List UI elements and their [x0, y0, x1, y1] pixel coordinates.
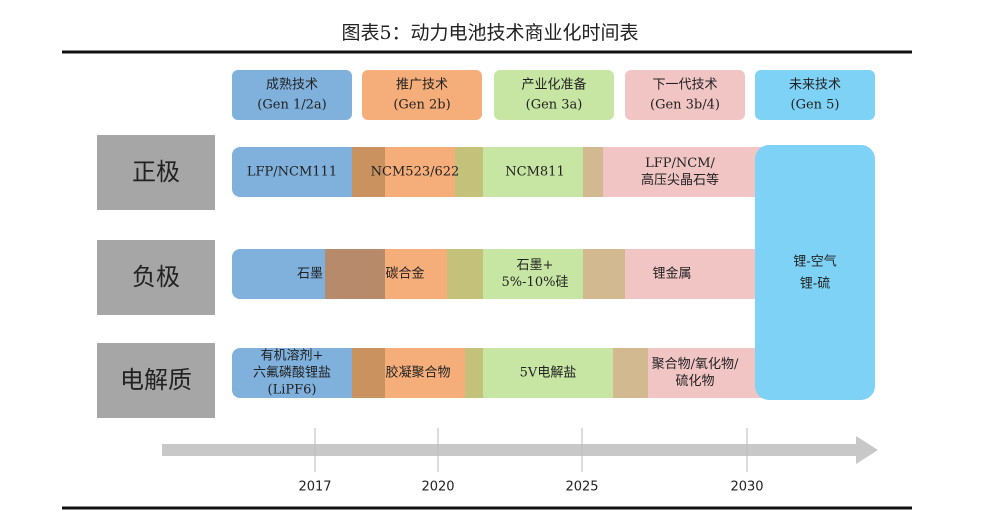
row-label: 电解质 [120, 366, 192, 394]
stage-name: 下一代技术 [652, 78, 717, 93]
cell-text: 高压尖晶石等 [641, 172, 719, 188]
stage-name: 成熟技术 [266, 77, 318, 93]
cell-text: (LiPF6) [268, 383, 317, 398]
cell-text: NCM523/622 [371, 165, 460, 180]
row-bar [232, 348, 770, 398]
bar-segment [483, 249, 583, 299]
stage-gen: (Gen 3b/4) [650, 98, 720, 113]
bar-segment [325, 249, 385, 299]
stage-box [755, 70, 875, 120]
bar-segment [385, 249, 447, 299]
stage-gen: (Gen 2b) [393, 98, 450, 113]
bar-segment [465, 348, 483, 398]
bar-segment [483, 147, 583, 197]
year-label: 2017 [298, 480, 331, 495]
stage-name: 推广技术 [396, 78, 448, 93]
future-tech: 锂-空气 [793, 254, 836, 270]
row-label-box [97, 343, 215, 418]
stage-gen: (Gen 5) [791, 98, 840, 113]
year-label: 2025 [565, 480, 598, 495]
cell-text: 石墨+ [517, 258, 554, 273]
stage-box [494, 70, 614, 120]
row-label: 负极 [132, 263, 180, 291]
stage-box [232, 70, 352, 120]
cell-text: 5V电解盐 [520, 366, 577, 381]
row-label: 正极 [132, 158, 180, 186]
cell-text: LFP/NCM111 [247, 165, 337, 180]
bar-segment [352, 147, 385, 197]
timeline-arrowhead [856, 436, 878, 464]
cell-text: LFP/NCM/ [645, 156, 715, 171]
cell-text: 碳合金 [385, 266, 424, 282]
bar-segment [483, 348, 613, 398]
bar-segment [583, 249, 625, 299]
cell-text: 六氟磷酸锂盐 [253, 366, 331, 381]
bar-segment [385, 348, 465, 398]
cell-text: 5%-10%硅 [502, 275, 569, 290]
row-label-box [97, 240, 215, 315]
cell-text: 石墨 [297, 267, 323, 282]
cell-text: NCM811 [505, 165, 564, 180]
stage-gen: (Gen 1/2a) [257, 98, 326, 113]
cell-text: 聚合物/氧化物/ [652, 357, 739, 372]
row-bar [232, 249, 770, 299]
stage-name: 未来技术 [789, 78, 841, 93]
stage-box [625, 70, 745, 120]
bar-segment [447, 249, 483, 299]
future-tech: 锂-硫 [800, 277, 830, 292]
cell-text: 有机溶剂+ [261, 349, 324, 364]
title: 图表5：动力电池技术商业化时间表 [341, 22, 638, 44]
year-label: 2020 [421, 480, 454, 495]
cell-text: 硫化物 [675, 374, 714, 389]
bar-segment [613, 348, 648, 398]
bar-segment [352, 348, 385, 398]
bar-segment [625, 249, 770, 299]
bar-segment [603, 147, 770, 197]
bar-segment [648, 348, 770, 398]
cell-text: 胶凝聚合物 [385, 365, 450, 381]
bar-segment [385, 147, 455, 197]
year-label: 2030 [730, 480, 763, 495]
stage-gen: (Gen 3a) [526, 98, 583, 113]
bar-segment [583, 147, 603, 197]
row-label-box [97, 135, 215, 210]
row-bar [232, 147, 770, 197]
cell-text: 锂金属 [652, 266, 691, 282]
bar-segment [232, 348, 352, 398]
stage-box [362, 70, 482, 120]
future-column [755, 145, 875, 400]
stage-name: 产业化准备 [521, 77, 586, 93]
bar-segment [455, 147, 483, 197]
bar-segment [232, 249, 325, 299]
bar-segment [232, 147, 352, 197]
